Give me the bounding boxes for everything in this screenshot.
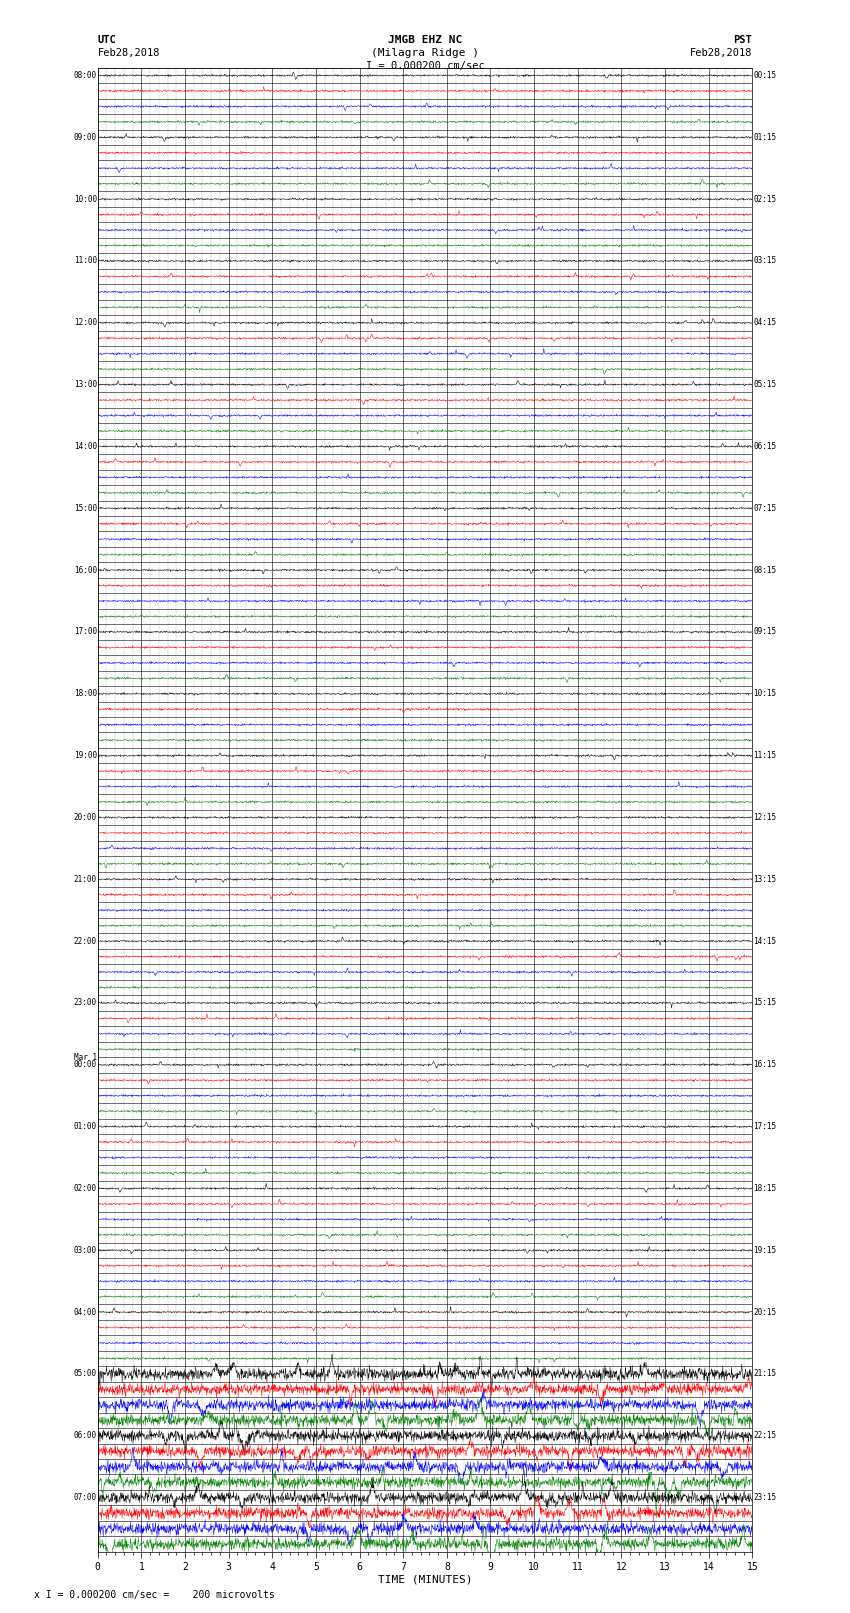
Text: 07:00: 07:00 (74, 1494, 97, 1502)
Text: 21:00: 21:00 (74, 874, 97, 884)
Text: 02:00: 02:00 (74, 1184, 97, 1194)
Text: Mar 1: Mar 1 (74, 1053, 97, 1063)
Text: 11:00: 11:00 (74, 256, 97, 266)
Text: 04:00: 04:00 (74, 1308, 97, 1316)
Text: 15:00: 15:00 (74, 503, 97, 513)
Text: 14:00: 14:00 (74, 442, 97, 452)
Text: 13:00: 13:00 (74, 381, 97, 389)
Text: 02:15: 02:15 (753, 195, 776, 203)
Text: PST: PST (734, 35, 752, 45)
Text: 12:15: 12:15 (753, 813, 776, 823)
Text: 00:15: 00:15 (753, 71, 776, 81)
Text: 09:00: 09:00 (74, 132, 97, 142)
Text: x I = 0.000200 cm/sec =    200 microvolts: x I = 0.000200 cm/sec = 200 microvolts (34, 1590, 275, 1600)
Text: 14:15: 14:15 (753, 937, 776, 945)
Text: Feb28,2018: Feb28,2018 (689, 48, 752, 58)
Text: 06:15: 06:15 (753, 442, 776, 452)
Text: 22:15: 22:15 (753, 1431, 776, 1440)
Text: (Milagra Ridge ): (Milagra Ridge ) (371, 48, 479, 58)
Text: 10:00: 10:00 (74, 195, 97, 203)
Text: 21:15: 21:15 (753, 1369, 776, 1379)
Text: 06:00: 06:00 (74, 1431, 97, 1440)
Text: 18:15: 18:15 (753, 1184, 776, 1194)
Text: 20:15: 20:15 (753, 1308, 776, 1316)
Text: 15:15: 15:15 (753, 998, 776, 1008)
Text: Feb28,2018: Feb28,2018 (98, 48, 161, 58)
Text: JMGB EHZ NC: JMGB EHZ NC (388, 35, 462, 45)
Text: 16:15: 16:15 (753, 1060, 776, 1069)
Text: UTC: UTC (98, 35, 116, 45)
Text: 03:15: 03:15 (753, 256, 776, 266)
Text: 09:15: 09:15 (753, 627, 776, 637)
Text: 17:15: 17:15 (753, 1123, 776, 1131)
Text: 00:00: 00:00 (74, 1060, 97, 1069)
Text: 01:15: 01:15 (753, 132, 776, 142)
Text: 19:15: 19:15 (753, 1245, 776, 1255)
Text: 04:15: 04:15 (753, 318, 776, 327)
Text: 19:00: 19:00 (74, 752, 97, 760)
Text: I = 0.000200 cm/sec: I = 0.000200 cm/sec (366, 61, 484, 71)
Text: 01:00: 01:00 (74, 1123, 97, 1131)
Text: 03:00: 03:00 (74, 1245, 97, 1255)
Text: 08:15: 08:15 (753, 566, 776, 574)
X-axis label: TIME (MINUTES): TIME (MINUTES) (377, 1574, 473, 1586)
Text: 23:15: 23:15 (753, 1494, 776, 1502)
Text: 05:00: 05:00 (74, 1369, 97, 1379)
Text: 07:15: 07:15 (753, 503, 776, 513)
Text: 17:00: 17:00 (74, 627, 97, 637)
Text: 11:15: 11:15 (753, 752, 776, 760)
Text: 13:15: 13:15 (753, 874, 776, 884)
Text: 12:00: 12:00 (74, 318, 97, 327)
Text: 22:00: 22:00 (74, 937, 97, 945)
Text: 20:00: 20:00 (74, 813, 97, 823)
Text: 10:15: 10:15 (753, 689, 776, 698)
Text: 08:00: 08:00 (74, 71, 97, 81)
Text: 05:15: 05:15 (753, 381, 776, 389)
Text: 16:00: 16:00 (74, 566, 97, 574)
Text: 18:00: 18:00 (74, 689, 97, 698)
Text: 23:00: 23:00 (74, 998, 97, 1008)
